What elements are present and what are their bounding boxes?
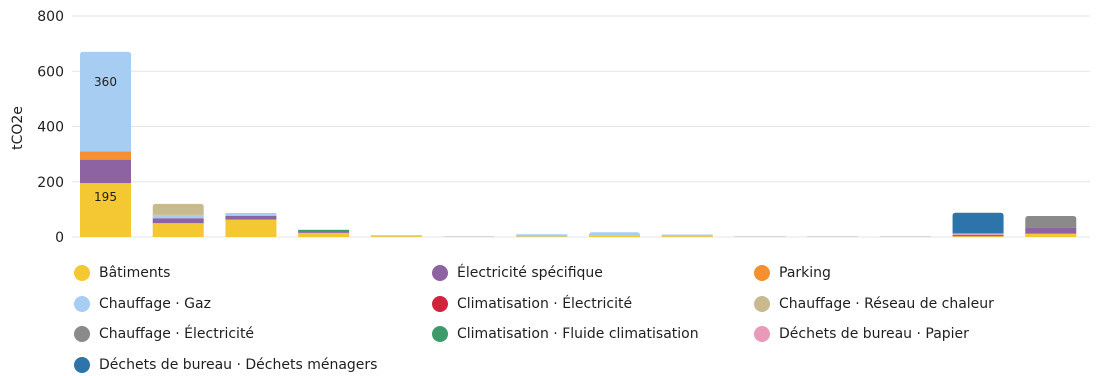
legend-swatch xyxy=(432,326,448,342)
bar-baseline-11 xyxy=(807,236,859,237)
bar-segment xyxy=(152,218,204,224)
legend-swatch xyxy=(74,295,90,312)
gridlines xyxy=(72,15,1090,238)
legend-item[interactable]: Déchets de bureau · Déchets ménagers xyxy=(74,354,377,376)
bar-segment xyxy=(225,212,277,216)
bar-segment xyxy=(225,219,277,237)
bar-segment xyxy=(298,232,350,237)
y-axis-ticks: 0 200 400 600 800 xyxy=(37,9,64,246)
bar-stack-1 xyxy=(80,51,131,237)
data-labels: 360 195 xyxy=(94,75,117,204)
bar-segment xyxy=(1025,227,1077,234)
bar-stack-5 xyxy=(370,235,422,237)
legend-label: Chauffage · Réseau de chaleur xyxy=(779,295,994,312)
bars xyxy=(80,51,1077,237)
bar-stack-14 xyxy=(1025,216,1077,237)
legend-label: Déchets de bureau · Déchets ménagers xyxy=(99,356,378,373)
legend-item[interactable]: Parking xyxy=(754,262,831,284)
bar-segment xyxy=(370,235,422,237)
legend-swatch xyxy=(754,265,770,281)
bar-stack-8 xyxy=(589,232,640,237)
bar-stack-9 xyxy=(661,234,713,237)
legend-swatch xyxy=(754,326,770,342)
y-axis-title: tCO2e xyxy=(10,106,26,150)
bar-segment xyxy=(661,236,713,237)
bar-segment xyxy=(952,234,1004,237)
bar-segment xyxy=(589,232,640,236)
legend-item[interactable]: Chauffage · Électricité xyxy=(74,323,254,345)
bar-segment xyxy=(952,212,1004,234)
y-tick-label: 600 xyxy=(37,64,64,80)
bar-stack-13 xyxy=(952,212,1004,237)
legend-label: Climatisation · Électricité xyxy=(457,295,633,312)
bar-segment xyxy=(225,215,277,220)
legend-label: Déchets de bureau · Papier xyxy=(779,326,969,342)
data-label: 195 xyxy=(94,190,117,204)
bar-segment xyxy=(589,235,640,237)
legend-label: Climatisation · Fluide climatisation xyxy=(457,326,699,342)
legend-swatch xyxy=(74,265,90,281)
bar-stack-10 xyxy=(734,236,786,237)
y-tick-label: 200 xyxy=(37,175,64,191)
bar-stack-12 xyxy=(879,236,931,237)
y-tick-label: 400 xyxy=(37,120,64,136)
y-tick-label: 800 xyxy=(37,9,64,25)
bar-segment xyxy=(370,236,422,237)
bar-stack-3 xyxy=(225,212,277,237)
bar-baseline-6 xyxy=(443,236,495,237)
bar-segment xyxy=(1025,216,1077,228)
bar-stack-2 xyxy=(152,203,204,237)
legend-swatch xyxy=(432,265,448,281)
legend-label: Bâtiments xyxy=(99,265,171,281)
bar-segment xyxy=(1025,233,1077,237)
bar-segment xyxy=(952,236,1004,237)
bar-stack-6 xyxy=(443,236,495,237)
bar-segment xyxy=(152,203,204,215)
legend-item[interactable]: Chauffage · Réseau de chaleur xyxy=(754,293,994,315)
bar-stack-7 xyxy=(516,234,568,237)
bar-segment xyxy=(80,51,131,152)
legend-item[interactable]: Chauffage · Gaz xyxy=(74,293,211,315)
bar-segment xyxy=(661,234,713,237)
bar-segment xyxy=(298,231,350,233)
legend-label: Chauffage · Électricité xyxy=(99,326,255,342)
legend-item[interactable]: Climatisation · Fluide climatisation xyxy=(432,323,699,345)
stacked-bar-chart: 0 200 400 600 800 tCO2e 360 195 xyxy=(10,9,1090,246)
legend-swatch xyxy=(74,356,90,373)
legend-swatch xyxy=(74,326,90,342)
legend-swatch xyxy=(432,295,448,312)
legend-label: Chauffage · Gaz xyxy=(99,295,211,312)
data-label: 360 xyxy=(94,75,117,89)
bar-segment xyxy=(516,236,568,237)
legend-swatch xyxy=(754,295,770,312)
bar-baseline-10 xyxy=(734,236,786,237)
bar-segment xyxy=(152,223,204,237)
legend-item[interactable]: Déchets de bureau · Papier xyxy=(754,323,969,345)
bar-baseline-12 xyxy=(879,236,931,237)
legend-item[interactable]: Climatisation · Électricité xyxy=(432,293,632,315)
bar-segment xyxy=(152,214,204,219)
legend-label: Parking xyxy=(779,265,831,281)
legend-item[interactable]: Électricité spécifique xyxy=(432,262,603,284)
legend: Bâtiments Électricité spécifique Parking Ch… xyxy=(74,262,1084,373)
bar-segment xyxy=(80,183,131,237)
legend-label: Électricité spécifique xyxy=(457,265,603,281)
bar-segment xyxy=(298,229,350,232)
bar-stack-4 xyxy=(298,229,350,237)
bar-segment xyxy=(80,151,131,160)
bar-segment xyxy=(80,159,131,184)
bar-stack-11 xyxy=(807,236,859,237)
legend-item[interactable]: Bâtiments xyxy=(74,262,170,284)
bar-segment xyxy=(516,234,568,237)
bar-segment xyxy=(952,233,1004,235)
y-tick-label: 0 xyxy=(55,230,64,246)
